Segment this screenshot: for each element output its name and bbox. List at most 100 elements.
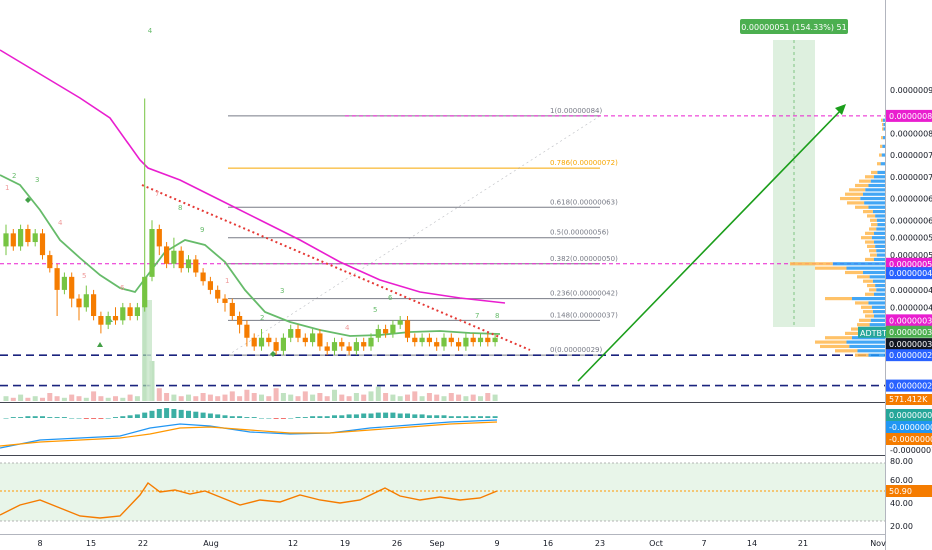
candle[interactable] xyxy=(215,289,221,299)
candle[interactable] xyxy=(112,316,119,321)
moving-average-long[interactable] xyxy=(0,49,506,304)
candle[interactable] xyxy=(492,337,498,343)
candle[interactable] xyxy=(339,342,345,347)
rsi-axis-tick: 20.00 xyxy=(890,522,913,531)
volume-profile-bar xyxy=(815,340,847,344)
candle[interactable] xyxy=(244,324,250,338)
candle[interactable] xyxy=(120,307,126,321)
candle[interactable] xyxy=(32,233,38,243)
candle[interactable] xyxy=(324,346,330,351)
candle[interactable] xyxy=(127,307,133,316)
candle[interactable] xyxy=(273,342,279,351)
candle[interactable] xyxy=(375,329,381,338)
candle[interactable] xyxy=(412,337,418,343)
candle[interactable] xyxy=(10,233,16,247)
candle[interactable] xyxy=(361,342,367,347)
candle[interactable] xyxy=(54,268,60,290)
moving-average-short[interactable] xyxy=(0,174,501,337)
candle[interactable] xyxy=(426,337,432,343)
volume-bar xyxy=(178,396,184,401)
candle[interactable] xyxy=(164,246,170,264)
volume-profile-bar xyxy=(867,214,876,218)
candle[interactable] xyxy=(83,294,89,308)
candle[interactable] xyxy=(200,272,206,282)
sequence-label: 4 xyxy=(58,219,63,227)
candle[interactable] xyxy=(207,281,213,290)
candle[interactable] xyxy=(397,320,403,325)
descending-trendline[interactable] xyxy=(141,184,531,351)
candle[interactable] xyxy=(353,342,359,351)
candle[interactable] xyxy=(477,337,484,343)
candle[interactable] xyxy=(368,337,374,347)
candle[interactable] xyxy=(39,233,46,256)
candle[interactable] xyxy=(3,233,9,247)
fib-level-label: 0.236(0.00000042) xyxy=(550,290,618,298)
candle[interactable] xyxy=(61,276,67,290)
candle[interactable] xyxy=(134,307,140,316)
candle[interactable] xyxy=(331,342,338,351)
volume-bar xyxy=(405,394,410,401)
candle[interactable] xyxy=(317,333,323,347)
candle[interactable] xyxy=(76,298,82,308)
rsi-axis-tick: 60.00 xyxy=(890,476,913,485)
candle[interactable] xyxy=(390,324,396,334)
candle[interactable] xyxy=(69,276,75,299)
macd-pane[interactable] xyxy=(0,403,885,455)
sequence-label: 9 xyxy=(200,226,204,234)
candle[interactable] xyxy=(266,337,272,343)
candle[interactable] xyxy=(310,333,316,343)
candle[interactable] xyxy=(156,229,162,247)
candle[interactable] xyxy=(178,250,184,269)
candle[interactable] xyxy=(485,337,491,343)
candle[interactable] xyxy=(470,337,476,343)
candle[interactable] xyxy=(280,337,286,351)
rsi-line[interactable] xyxy=(0,481,498,519)
macd-histogram-bar xyxy=(47,417,53,418)
candle[interactable] xyxy=(346,346,352,351)
candle[interactable] xyxy=(404,320,411,338)
candle[interactable] xyxy=(222,298,228,303)
candle[interactable] xyxy=(288,329,294,338)
candle[interactable] xyxy=(295,329,301,338)
candle[interactable] xyxy=(456,342,462,347)
candle[interactable] xyxy=(383,329,389,334)
candle[interactable] xyxy=(193,259,199,273)
candle[interactable] xyxy=(251,337,257,347)
candle[interactable] xyxy=(98,316,104,325)
macd-tag-label: -0.00000001 xyxy=(889,435,932,444)
volume-profile-bar xyxy=(855,353,869,357)
candle[interactable] xyxy=(149,229,155,277)
candle[interactable] xyxy=(91,294,97,316)
candle[interactable] xyxy=(302,337,308,343)
candle[interactable] xyxy=(185,259,192,269)
candle[interactable] xyxy=(463,337,469,347)
candle[interactable] xyxy=(47,255,53,269)
candle[interactable] xyxy=(229,302,235,316)
candle[interactable] xyxy=(25,229,31,243)
volume-bar xyxy=(368,391,374,401)
candle[interactable] xyxy=(237,316,243,325)
fib-anchor-line xyxy=(227,115,601,356)
candle[interactable] xyxy=(441,337,447,347)
candle[interactable] xyxy=(18,229,24,247)
candle[interactable] xyxy=(105,316,111,325)
macd-signal-line[interactable] xyxy=(0,421,498,447)
sequence-label: 7 xyxy=(475,312,479,320)
fib-level-label: 0(0.00000029) xyxy=(550,346,602,354)
candle[interactable] xyxy=(434,342,440,347)
bullish-arrow[interactable] xyxy=(577,107,844,382)
volume-profile-bar xyxy=(875,244,885,248)
measure-label-bg xyxy=(740,19,848,34)
time-axis-tick: 9 xyxy=(494,539,499,548)
candle[interactable] xyxy=(419,337,425,343)
candle[interactable] xyxy=(448,337,454,343)
measure-box[interactable] xyxy=(773,40,815,327)
candle[interactable] xyxy=(258,337,265,347)
candle[interactable] xyxy=(142,276,148,308)
candle[interactable] xyxy=(171,250,177,264)
volume-profile-bar xyxy=(868,205,885,209)
volume-profile-bar xyxy=(869,288,877,292)
volume-bar xyxy=(105,397,111,401)
macd-histogram-bar xyxy=(390,412,396,418)
